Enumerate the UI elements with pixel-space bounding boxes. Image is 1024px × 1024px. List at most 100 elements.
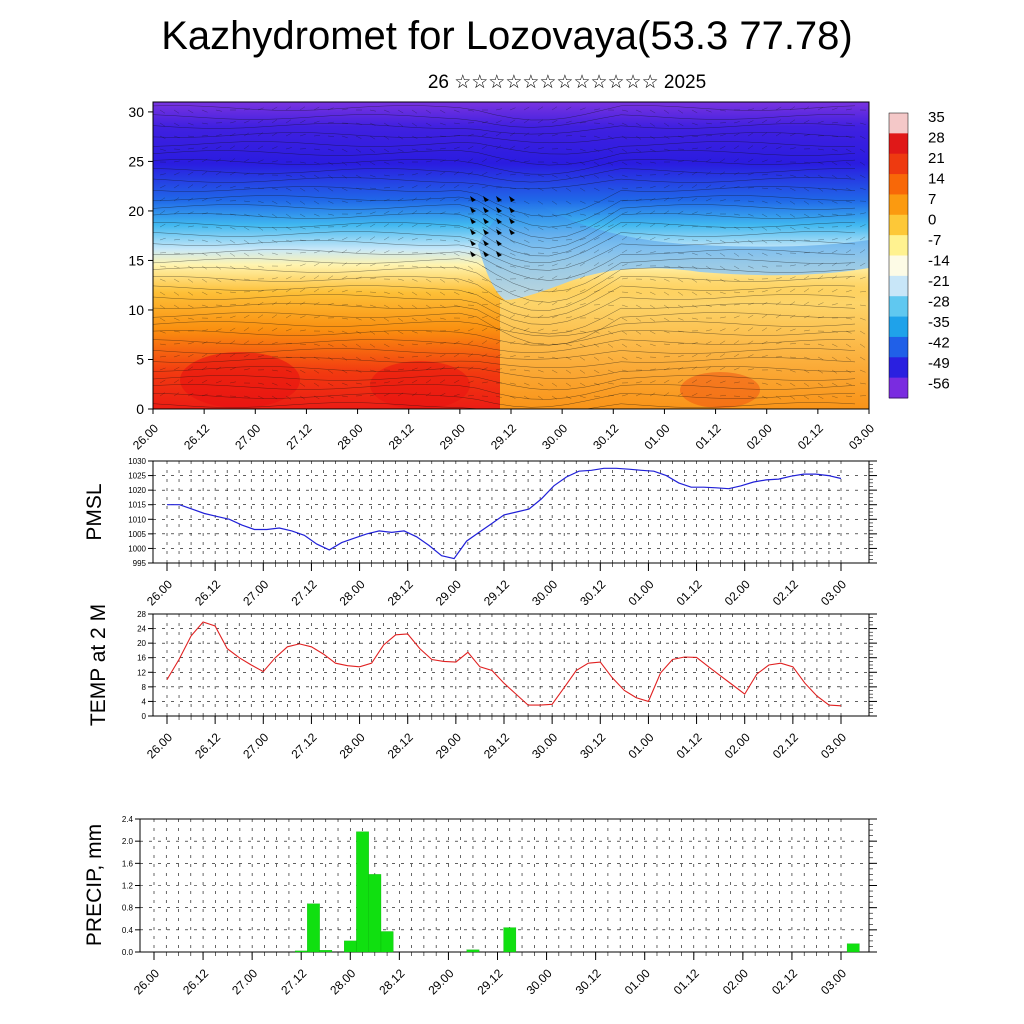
streamline	[153, 231, 856, 263]
wind-arrow	[299, 226, 306, 230]
wind-arrow	[481, 213, 488, 216]
wind-arrow	[747, 158, 754, 163]
wind-arrow	[733, 213, 740, 216]
wind-arrow	[579, 250, 586, 254]
wind-arrow	[201, 252, 208, 256]
wind-arrow	[635, 291, 642, 294]
wind-arrow	[271, 252, 278, 255]
wind-arrow	[775, 187, 782, 191]
wind-arrow	[243, 120, 250, 124]
wind-arrow	[425, 184, 432, 189]
colorbar-swatch	[889, 133, 908, 155]
wind-arrow	[439, 239, 447, 241]
wind-arrow	[257, 302, 264, 306]
wind-arrow	[607, 382, 614, 385]
wind-arrow	[607, 148, 614, 153]
wind-arrow	[341, 275, 348, 280]
wind-arrow	[649, 330, 656, 335]
wind-arrow	[285, 276, 292, 280]
wind-arrow	[551, 329, 558, 332]
wind-arrow	[705, 278, 712, 283]
wind-arrow	[425, 197, 432, 202]
wind-arrow	[299, 251, 306, 254]
wind-arrow	[257, 341, 264, 345]
wind-arrow	[579, 135, 587, 137]
wind-arrow	[355, 369, 362, 373]
wind-arrow	[523, 200, 530, 204]
wind-arrow	[397, 291, 404, 295]
wind-arrow	[285, 328, 292, 332]
wind-arrow	[775, 213, 782, 218]
wind-arrow	[495, 226, 502, 231]
wind-arrow	[341, 135, 348, 139]
wind-arrow	[285, 187, 292, 191]
wind-arrow	[593, 356, 600, 361]
wind-arrow	[677, 265, 684, 269]
wind-arrow	[733, 185, 740, 189]
wind-arrow	[173, 197, 180, 202]
wind-arrow	[817, 161, 824, 165]
wind-arrow	[229, 145, 236, 150]
y-tick-label: 5	[136, 351, 144, 367]
wind-arrow	[271, 395, 278, 400]
wind-arrow	[411, 304, 418, 309]
wind-arrow	[845, 395, 853, 397]
wind-arrow	[565, 316, 572, 319]
wind-arrow	[859, 369, 866, 373]
wind-arrow	[285, 264, 292, 267]
wind-arrow	[677, 304, 684, 309]
wind-arrow	[229, 381, 236, 384]
wind-arrow	[663, 237, 670, 241]
x-tick-label: 27.00	[240, 730, 271, 761]
wind-arrow	[635, 174, 642, 177]
wind-arrow	[691, 342, 698, 345]
wind-arrow	[663, 173, 670, 176]
wind-arrow	[159, 291, 166, 296]
wind-arrow	[593, 237, 600, 241]
wind-arrow	[593, 174, 600, 179]
streamline	[153, 384, 856, 400]
wind-arrow	[649, 392, 656, 397]
x-tick-label: 30.12	[577, 730, 608, 761]
wind-arrow	[397, 210, 404, 215]
wind-arrow	[467, 394, 474, 397]
wind-arrow	[257, 265, 264, 268]
y-tick-label: 0.0	[122, 948, 134, 957]
wind-arrow	[383, 393, 390, 397]
wind-arrow	[201, 304, 208, 307]
wind-arrow	[831, 382, 838, 387]
wind-arrow	[285, 213, 292, 218]
wind-arrow	[691, 197, 698, 202]
wind-arrow	[187, 171, 194, 176]
wind-arrow	[509, 213, 516, 218]
wind-arrow	[719, 291, 726, 295]
wind-arrow	[663, 265, 670, 268]
wind-arrow	[341, 304, 349, 306]
wind-arrow	[509, 327, 516, 332]
wind-arrow	[635, 250, 642, 254]
wind-arrow	[257, 159, 264, 163]
wind-arrow	[173, 109, 180, 114]
wind-arrow	[285, 226, 292, 231]
wind-arrow	[439, 211, 446, 215]
wind-arrow	[229, 291, 236, 294]
wind-arrow	[509, 226, 516, 231]
wind-arrow	[649, 278, 656, 281]
y-tick-label: 1.6	[122, 859, 134, 868]
wind-arrow	[845, 174, 852, 179]
wind-arrow	[285, 301, 292, 306]
wind-arrow	[705, 252, 712, 256]
wind-arrow	[159, 135, 166, 139]
wind-barb	[483, 218, 489, 224]
wind-arrow	[453, 252, 460, 256]
streamline	[153, 276, 856, 311]
wind-arrow	[509, 290, 516, 293]
x-tick-label: 28.12	[386, 421, 417, 452]
wind-arrow	[649, 343, 656, 347]
wind-arrow	[817, 369, 824, 374]
wind-arrow	[859, 276, 866, 280]
wind-arrow	[481, 185, 488, 189]
wind-arrow	[551, 120, 558, 124]
wind-arrow	[845, 382, 852, 386]
wind-arrow	[537, 264, 544, 267]
